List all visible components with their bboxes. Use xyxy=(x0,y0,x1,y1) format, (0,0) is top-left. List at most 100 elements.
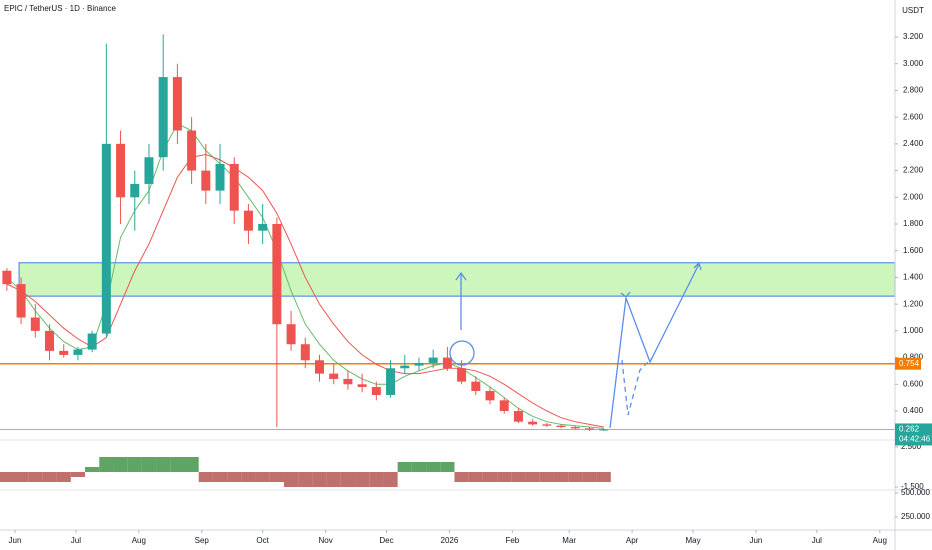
oscillator-bar xyxy=(269,472,284,482)
oscillator-bar xyxy=(85,467,100,472)
oscillator-bar xyxy=(298,472,313,487)
currency: USDT xyxy=(902,6,924,15)
oscillator-bar xyxy=(582,472,597,482)
oscillator-bar xyxy=(227,472,242,482)
arrow-head xyxy=(455,271,467,281)
candle-body xyxy=(542,424,552,426)
oscillator-bar xyxy=(28,472,43,482)
y-tick-label: 2.600 xyxy=(903,112,924,121)
x-tick-label: Oct xyxy=(256,536,269,545)
candle-body xyxy=(16,284,26,318)
oscillator-bar xyxy=(255,472,270,482)
y-tick-label: 2.500 xyxy=(901,442,922,451)
candle-body xyxy=(371,386,381,395)
oscillator-bar xyxy=(596,472,611,482)
y-tick-label: -1.500 xyxy=(901,482,924,491)
x-tick-label: Jun xyxy=(749,536,762,545)
candle-body xyxy=(314,360,324,374)
oscillator-bar xyxy=(127,457,142,472)
drawings xyxy=(449,261,702,429)
candle-body xyxy=(229,163,239,211)
candle-body xyxy=(45,330,55,351)
candle-body xyxy=(471,381,481,391)
candle-body xyxy=(357,384,367,387)
oscillator-bar xyxy=(198,472,213,482)
candle-body xyxy=(386,368,396,395)
projection xyxy=(609,263,700,429)
oscillator-bar xyxy=(497,472,512,482)
x-tick-label: Mar xyxy=(562,536,576,545)
y-tick-label: 1.800 xyxy=(903,219,924,228)
candle-body xyxy=(59,350,69,355)
x-tick-label: Feb xyxy=(505,536,519,545)
chart-title: EPIC / TetherUS · 1D · Binance xyxy=(4,4,116,13)
oscillator-bar xyxy=(0,472,14,482)
candle-body xyxy=(343,378,353,385)
oscillator-bar xyxy=(283,472,299,487)
y-tick-label: 2.000 xyxy=(903,192,924,201)
oscillator-bar xyxy=(511,472,526,482)
y-tick-label: 2.800 xyxy=(903,86,924,95)
oscillator-bar xyxy=(13,472,29,482)
oscillator-bar xyxy=(383,472,398,487)
oscillator-bar xyxy=(553,472,569,482)
candle-body xyxy=(243,210,253,231)
y-tick-label: 3.200 xyxy=(903,32,924,41)
x-tick-label: 2026 xyxy=(441,536,459,545)
y-tick-label: 0.800 xyxy=(903,353,924,362)
oscillator-bar xyxy=(241,472,256,482)
oscillator-bar xyxy=(99,457,114,472)
candle-body xyxy=(499,400,509,412)
candle-body xyxy=(30,317,40,331)
candle-body xyxy=(87,333,97,350)
oscillator-bar xyxy=(141,457,157,472)
candle-body xyxy=(187,130,197,171)
projection-dashed xyxy=(621,357,653,416)
oscillator-bar xyxy=(397,462,412,472)
oscillator-bar xyxy=(326,472,341,487)
oscillator-bar xyxy=(568,472,583,482)
candle-body xyxy=(513,411,523,422)
oscillator-bar xyxy=(156,457,171,472)
candle-body xyxy=(599,429,609,431)
y-tick-label: 1.200 xyxy=(903,299,924,308)
level-badge xyxy=(895,357,921,370)
oscillator-bar xyxy=(426,462,441,472)
y-tick-label: 1.000 xyxy=(903,326,924,335)
countdown: 04:42:46 xyxy=(899,435,931,444)
candle-body xyxy=(329,373,339,379)
x-tick-label: Sep xyxy=(195,536,210,545)
candle-body xyxy=(130,183,140,198)
oscillator-bar xyxy=(170,457,185,472)
arrow-head xyxy=(620,261,702,298)
oscillator-bar xyxy=(70,472,86,477)
y-tick-label: 1.400 xyxy=(903,273,924,282)
oscillator-bar xyxy=(56,472,71,482)
y-tick-label: 2.200 xyxy=(903,166,924,175)
x-tick-label: Jul xyxy=(812,536,822,545)
candle-body xyxy=(485,390,495,401)
oscillator-bar xyxy=(454,472,469,482)
y-tick-label: 0.400 xyxy=(903,406,924,415)
oscillator-bar xyxy=(113,457,128,472)
y-tick-label: 0.600 xyxy=(903,379,924,388)
candle-body xyxy=(570,427,580,429)
y-tick-label: 1.600 xyxy=(903,246,924,255)
x-tick-label: Apr xyxy=(626,536,639,545)
oscillator-bar xyxy=(525,472,540,482)
candle-body xyxy=(400,365,410,369)
candle-body xyxy=(428,357,438,363)
x-tick-label: May xyxy=(685,536,700,545)
candle-body xyxy=(457,368,467,382)
y-tick-label: 250.000 xyxy=(901,512,930,521)
x-tick-label: Aug xyxy=(873,536,887,545)
oscillator-bar xyxy=(482,472,498,482)
x-tick-label: Jul xyxy=(71,536,81,545)
oscillator-bar xyxy=(355,472,370,487)
candle-body xyxy=(556,425,566,428)
candle-body xyxy=(73,349,83,355)
candle-body xyxy=(144,157,154,184)
level-label: 0.754 xyxy=(899,359,920,368)
oscillator-bar xyxy=(440,462,455,472)
candle-body xyxy=(584,428,594,430)
